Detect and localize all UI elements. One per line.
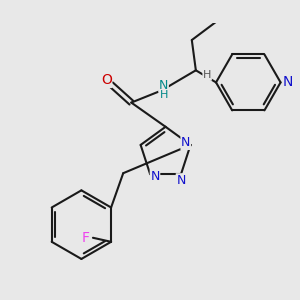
- Text: N: N: [176, 174, 186, 187]
- Text: N: N: [283, 75, 293, 89]
- Text: O: O: [101, 74, 112, 87]
- Text: N: N: [150, 170, 160, 183]
- Text: N: N: [159, 79, 168, 92]
- Text: F: F: [82, 231, 90, 245]
- Text: H: H: [203, 70, 211, 80]
- Text: H: H: [159, 89, 168, 100]
- Text: N: N: [181, 136, 190, 149]
